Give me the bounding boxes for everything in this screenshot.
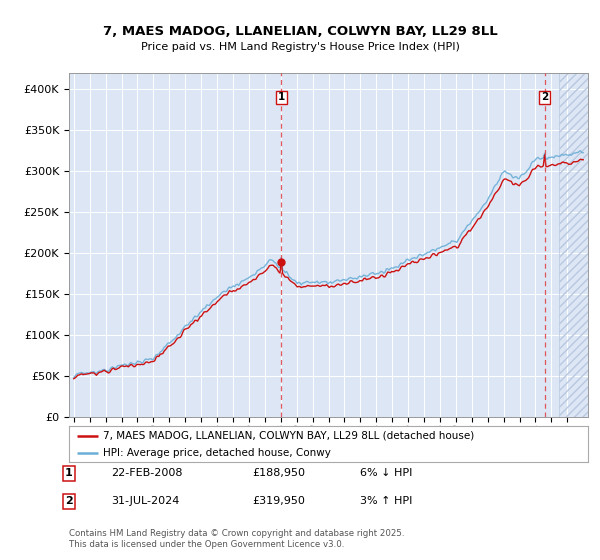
Text: 1: 1 [65,468,73,478]
Text: 6% ↓ HPI: 6% ↓ HPI [360,468,412,478]
Text: Contains HM Land Registry data © Crown copyright and database right 2025.
This d: Contains HM Land Registry data © Crown c… [69,529,404,549]
Text: £319,950: £319,950 [252,496,305,506]
Text: 31-JUL-2024: 31-JUL-2024 [111,496,179,506]
Text: Price paid vs. HM Land Registry's House Price Index (HPI): Price paid vs. HM Land Registry's House … [140,42,460,52]
Bar [559,73,591,417]
Text: 7, MAES MADOG, LLANELIAN, COLWYN BAY, LL29 8LL (detached house): 7, MAES MADOG, LLANELIAN, COLWYN BAY, LL… [103,431,474,441]
Text: 2: 2 [541,92,548,102]
Text: 1: 1 [278,92,285,102]
Text: 22-FEB-2008: 22-FEB-2008 [111,468,182,478]
Text: 2: 2 [65,496,73,506]
Text: 7, MAES MADOG, LLANELIAN, COLWYN BAY, LL29 8LL: 7, MAES MADOG, LLANELIAN, COLWYN BAY, LL… [103,25,497,38]
Text: HPI: Average price, detached house, Conwy: HPI: Average price, detached house, Conw… [103,448,331,458]
Bar [559,73,591,417]
Text: 3% ↑ HPI: 3% ↑ HPI [360,496,412,506]
Text: £188,950: £188,950 [252,468,305,478]
